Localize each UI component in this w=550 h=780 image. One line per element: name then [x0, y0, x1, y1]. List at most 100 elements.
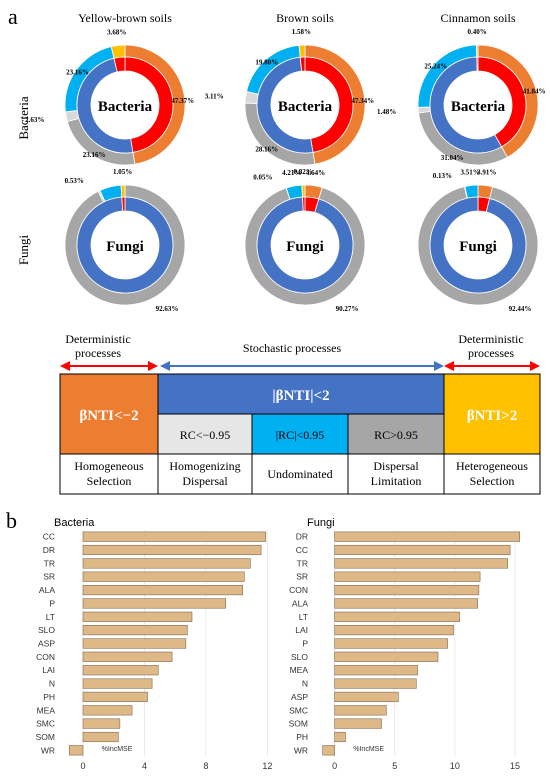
rc-mid-text: |RC|<0.95 — [276, 428, 325, 442]
outer-slice-heterogeneous-selection — [476, 44, 479, 58]
soil-title-cinnamon: Cinnamon soils — [440, 11, 515, 25]
category-label-tr: TR — [297, 558, 308, 568]
slice-value-label: 0.53% — [65, 177, 84, 185]
category-label-n: N — [49, 679, 55, 689]
bar-n — [82, 678, 153, 689]
slice-value-label: 28.16% — [255, 146, 278, 154]
slice-value-label: 1.58% — [292, 28, 311, 36]
bar-sr — [82, 571, 245, 582]
slice-value-label: 1.05% — [113, 168, 132, 176]
slice-value-label: 25.24% — [424, 62, 447, 70]
bar-som — [82, 731, 119, 743]
row-label-fungi: Fungi — [16, 234, 31, 265]
category-label-lt: LT — [46, 612, 55, 622]
category-label-sr: SR — [296, 572, 308, 582]
bar-lt — [334, 611, 460, 622]
category-homogenizing-dispersal: Homogenizing Dispersal — [169, 459, 240, 488]
outer-slice-undominated — [464, 184, 479, 199]
bar-wr — [322, 745, 335, 756]
slice-value-label: 4.21% — [282, 169, 301, 177]
slice-value-label: 1.48% — [377, 108, 396, 116]
inner-slice-deterministic-2 — [113, 56, 126, 73]
bar-mea — [82, 705, 133, 716]
slice-value-label: 47.34% — [351, 97, 374, 105]
category-label-p: P — [302, 639, 308, 649]
x-tick-label: 10 — [450, 761, 460, 771]
slice-value-label: 0.05% — [253, 174, 272, 182]
slice-value-label: 90.27% — [336, 305, 359, 313]
bar-lai — [334, 625, 454, 636]
category-label-con: CON — [289, 585, 308, 595]
bnti-mid-box — [157, 373, 445, 415]
category-label-mea: MEA — [37, 705, 56, 715]
x-tick-label: 15 — [510, 761, 520, 771]
bar-asp — [334, 691, 399, 702]
category-label-dr: DR — [43, 545, 55, 555]
category-heterogeneous-selection: Heterogeneous Selection — [456, 459, 528, 488]
slice-value-label: 4.64% — [306, 169, 325, 177]
donut-center-label: Bacteria — [278, 99, 333, 115]
bar-asp — [82, 638, 187, 649]
inner-slice-deterministic-2 — [299, 56, 306, 72]
category-label-som: SOM — [36, 732, 55, 742]
slice-value-label: 3.91% — [477, 169, 496, 177]
x-tick-label: 5 — [392, 761, 397, 771]
bar-ala — [82, 585, 243, 596]
x-tick-label: 8 — [203, 761, 208, 771]
category-label-ph: PH — [296, 732, 308, 742]
bacteria-importance-chart: Bacteria CC DR TR SR ALA P LT SLO ASP CON LAI N PH MEA… — [36, 517, 275, 771]
bar-smc — [334, 705, 387, 716]
category-label-slo: SLO — [38, 625, 55, 635]
category-label-p: P — [49, 598, 55, 608]
panel-b-label: b — [6, 508, 17, 533]
category-label-sr: SR — [43, 572, 55, 582]
outer-slice-heterogeneous-selection — [110, 44, 126, 59]
bnti-mid-text: |βNTI|<2 — [272, 388, 329, 404]
bnti-low-text: βNTI<−2 — [79, 408, 138, 424]
bar-tr — [82, 558, 251, 569]
category-label-dr: DR — [296, 532, 308, 542]
rc-high-box — [347, 413, 445, 455]
category-label-asp: ASP — [38, 639, 55, 649]
rc-low-text: RC<−0.95 — [180, 428, 231, 442]
inner-slice-stochastic-1 — [429, 196, 527, 294]
bar-lt — [82, 611, 193, 622]
slice-value-label: 31.04% — [441, 154, 464, 162]
slice-value-label: 47.37% — [171, 97, 194, 105]
bar-som — [334, 718, 382, 729]
category-label-ala: ALA — [39, 585, 55, 595]
inner-slice-deterministic-2 — [121, 196, 126, 212]
x-tick-label: 4 — [142, 761, 147, 771]
inner-slice-stochastic-1 — [429, 56, 503, 154]
slice-value-label: 92.44% — [509, 305, 532, 313]
outer-slice-heterogeneous-selection — [301, 184, 306, 198]
x-tick-label: 0 — [81, 761, 86, 771]
slice-value-label: 0.40% — [467, 28, 486, 36]
slice-value-label: 2.63% — [25, 116, 44, 124]
x-tick-label: 12 — [262, 761, 272, 771]
inner-slice-deterministic-2 — [302, 196, 306, 212]
bar-p — [82, 598, 227, 609]
category-label-n: N — [302, 679, 308, 689]
bar-con — [334, 585, 480, 596]
bnti-high-box — [443, 373, 541, 455]
bnti-high-text: βNTI>2 — [467, 408, 518, 424]
bar-mea — [334, 665, 418, 676]
x-axis-label: %IncMSE — [102, 746, 133, 753]
bar-p — [334, 638, 448, 649]
bar-tr — [334, 558, 508, 569]
stochastic-arrow — [160, 361, 444, 371]
bnti-low-box — [59, 373, 159, 455]
deterministic-left-label: Deterministic processes — [65, 332, 130, 360]
category-label-smc: SMC — [289, 705, 308, 715]
category-dispersal-limitation: Dispersal Limitation — [371, 459, 422, 488]
outer-slice-heterogeneous-selection — [120, 184, 126, 198]
slice-value-label: 0.13% — [433, 172, 452, 180]
category-label-ala: ALA — [292, 598, 308, 608]
category-label-slo: SLO — [291, 652, 308, 662]
rc-low-box — [157, 413, 253, 455]
donut-center-label: Bacteria — [98, 99, 153, 115]
bar-slo — [82, 625, 188, 636]
slice-value-label: 3.51% — [460, 168, 479, 176]
